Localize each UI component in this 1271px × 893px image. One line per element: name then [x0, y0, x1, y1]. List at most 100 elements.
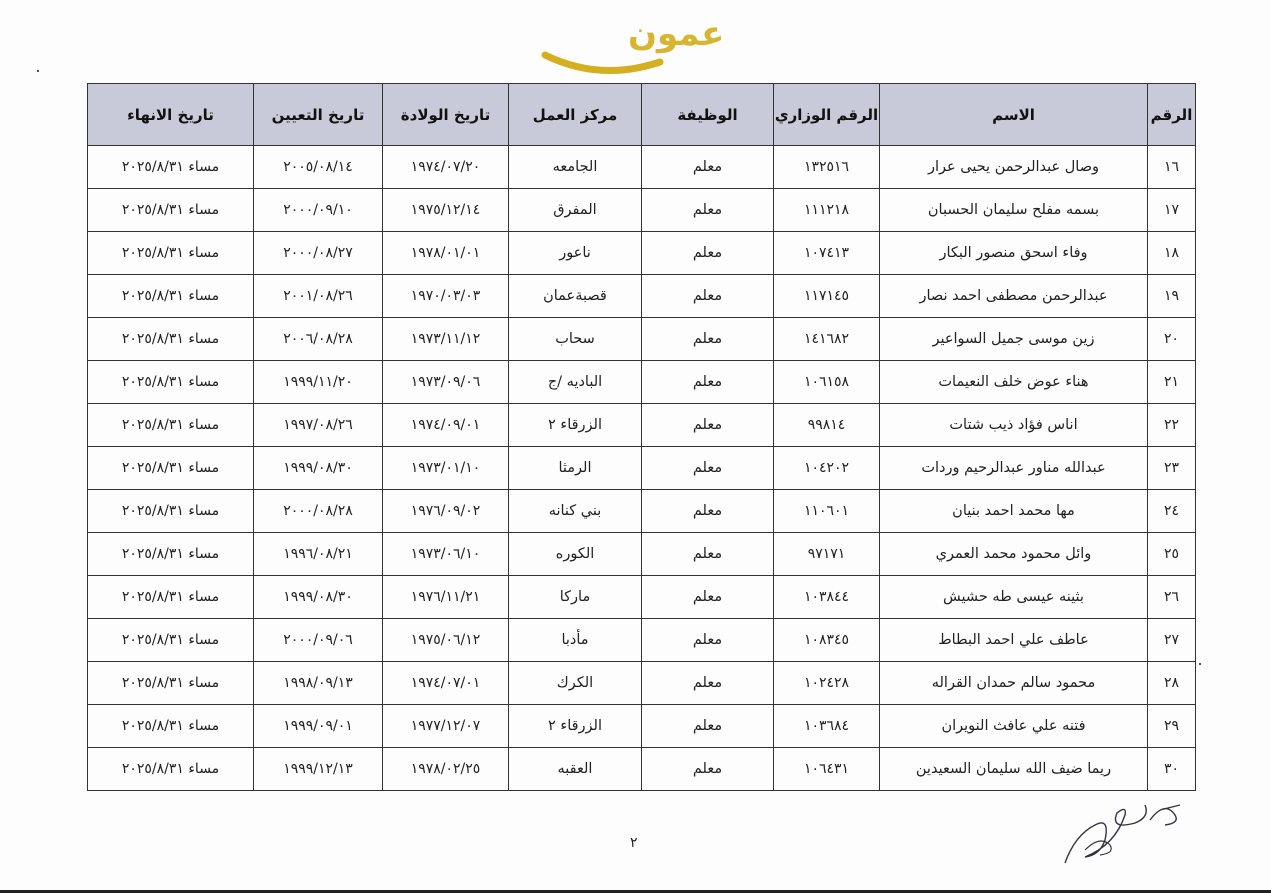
end-date: مساء ٢٠٢٥/٨/٣١: [87, 532, 254, 576]
job: معلم: [641, 532, 774, 576]
work-center: الكوره: [508, 532, 642, 576]
appointment-date: ١٩٩٦/٠٨/٢١: [253, 532, 383, 576]
end-date: مساء ٢٠٢٥/٨/٣١: [87, 618, 254, 662]
birth-date: ١٩٧٤/٠٩/٠١: [382, 403, 509, 447]
work-center: الكرك: [508, 661, 642, 705]
ministry-number: ١٣٢٥١٦: [773, 145, 880, 189]
row-number: ٢١: [1147, 360, 1196, 404]
job: معلم: [641, 446, 774, 490]
table-row: ١٧ بسمه مفلح سليمان الحسبان ١١١٢١٨ معلم المف…: [87, 188, 1196, 232]
work-center: ماركا: [508, 575, 642, 619]
employee-name: وصال عبدالرحمن يحيى عرار: [879, 145, 1148, 189]
appointment-date: ١٩٩٩/٠٩/٠١: [253, 704, 383, 748]
appointment-date: ١٩٩٧/٠٨/٢٦: [253, 403, 383, 447]
table-row: ٢٤ مها محمد احمد بنيان ١١٠٦٠١ معلم بني كنانه…: [87, 489, 1196, 533]
ministry-number: ١٠٣٨٤٤: [773, 575, 880, 619]
employee-name: وائل محمود محمد العمري: [879, 532, 1148, 576]
ministry-number: ١٠٤٢٠٢: [773, 446, 880, 490]
birth-date: ١٩٧٨/٠٢/٢٥: [382, 747, 509, 791]
ministry-number: ١٠٦٤٣١: [773, 747, 880, 791]
ministry-number: ١٤١٦٨٢: [773, 317, 880, 361]
end-date: مساء ٢٠٢٥/٨/٣١: [87, 704, 254, 748]
end-date: مساء ٢٠٢٥/٨/٣١: [87, 317, 254, 361]
work-center: بني كنانه: [508, 489, 642, 533]
appointment-date: ١٩٩٩/٠٨/٣٠: [253, 446, 383, 490]
appointment-date: ٢٠٠٠/٠٨/٢٧: [253, 231, 383, 275]
row-number: ٢٤: [1147, 489, 1196, 533]
job: معلم: [641, 747, 774, 791]
birth-date: ١٩٧٣/٠٩/٠٦: [382, 360, 509, 404]
employee-name: عبدالله مناور عبدالرحيم وردات: [879, 446, 1148, 490]
employee-name: ريما ضيف الله سليمان السعيدين: [879, 747, 1148, 791]
work-center: ناعور: [508, 231, 642, 275]
header-name: الاسم: [879, 83, 1148, 146]
header-birth-date: تاريخ الولادة: [382, 83, 509, 146]
header-ministry-number: الرقم الوزاري: [773, 83, 880, 146]
row-number: ٢٥: [1147, 532, 1196, 576]
header-number: الرقم: [1147, 83, 1196, 146]
table-row: ٢١ هناء عوض خلف النعيمات ١٠٦١٥٨ معلم الباديه…: [87, 360, 1196, 404]
ministry-number: ١٠٨٣٤٥: [773, 618, 880, 662]
end-date: مساء ٢٠٢٥/٨/٣١: [87, 661, 254, 705]
scan-speck: [37, 70, 39, 72]
header-appointment-date: تاريخ التعيين: [253, 83, 383, 146]
end-date: مساء ٢٠٢٥/٨/٣١: [87, 403, 254, 447]
employee-name: وفاء اسحق منصور البكار: [879, 231, 1148, 275]
end-date: مساء ٢٠٢٥/٨/٣١: [87, 575, 254, 619]
birth-date: ١٩٧٥/١٢/١٤: [382, 188, 509, 232]
appointment-date: ٢٠٠٥/٠٨/١٤: [253, 145, 383, 189]
table-row: ٢٧ عاطف علي احمد البطاط ١٠٨٣٤٥ معلم مأدبا ١٩٧…: [87, 618, 1196, 662]
ministry-number: ١١١٢١٨: [773, 188, 880, 232]
row-number: ١٦: [1147, 145, 1196, 189]
work-center: الرمثا: [508, 446, 642, 490]
job: معلم: [641, 274, 774, 318]
signature: [1064, 804, 1181, 864]
row-number: ٢٣: [1147, 446, 1196, 490]
row-number: ٢٢: [1147, 403, 1196, 447]
employee-name: بسمه مفلح سليمان الحسبان: [879, 188, 1148, 232]
scan-speck: [1199, 663, 1201, 665]
work-center: سحاب: [508, 317, 642, 361]
birth-date: ١٩٧٥/٠٦/١٢: [382, 618, 509, 662]
birth-date: ١٩٧٨/٠١/٠١: [382, 231, 509, 275]
ministry-number: ٩٧١٧١: [773, 532, 880, 576]
row-number: ٢٧: [1147, 618, 1196, 662]
birth-date: ١٩٧٠/٠٣/٠٣: [382, 274, 509, 318]
appointment-date: ٢٠٠٠/٠٩/٠٦: [253, 618, 383, 662]
job: معلم: [641, 188, 774, 232]
birth-date: ١٩٧٣/٠٦/١٠: [382, 532, 509, 576]
table-row: ٢٢ اناس فؤاد ذيب شتات ٩٩٨١٤ معلم الزرقاء ٢ ١٩…: [87, 403, 1196, 447]
employee-name: فتنه علي عافث النويران: [879, 704, 1148, 748]
table-row: ١٩ عبدالرحمن مصطفى احمد نصار ١١٧١٤٥ معلم قصب…: [87, 274, 1196, 318]
work-center: العقبه: [508, 747, 642, 791]
end-date: مساء ٢٠٢٥/٨/٣١: [87, 274, 254, 318]
table-row: ٢٠ زين موسى جميل السواعير ١٤١٦٨٢ معلم سحاب ١٩…: [87, 317, 1196, 361]
table-body: ١٦ وصال عبدالرحمن يحيى عرار ١٣٢٥١٦ معلم الجا…: [87, 145, 1196, 791]
work-center: قصبةعمان: [508, 274, 642, 318]
birth-date: ١٩٧٦/٠٩/٠٢: [382, 489, 509, 533]
job: معلم: [641, 489, 774, 533]
appointment-date: ١٩٩٨/٠٩/١٣: [253, 661, 383, 705]
row-number: ٢٠: [1147, 317, 1196, 361]
employee-name: مها محمد احمد بنيان: [879, 489, 1148, 533]
end-date: مساء ٢٠٢٥/٨/٣١: [87, 188, 254, 232]
job: معلم: [641, 661, 774, 705]
employee-name: محمود سالم حمدان القراله: [879, 661, 1148, 705]
ministry-number: ١١٠٦٠١: [773, 489, 880, 533]
appointment-date: ٢٠٠٦/٠٨/٢٨: [253, 317, 383, 361]
header-work-center: مركز العمل: [508, 83, 642, 146]
page-number: ٢: [630, 835, 638, 851]
employee-name: عاطف علي احمد البطاط: [879, 618, 1148, 662]
work-center: الزرقاء ٢: [508, 704, 642, 748]
end-date: مساء ٢٠٢٥/٨/٣١: [87, 145, 254, 189]
row-number: ٢٦: [1147, 575, 1196, 619]
table-row: ٣٠ ريما ضيف الله سليمان السعيدين ١٠٦٤٣١ معل…: [87, 747, 1196, 791]
table-row: ٢٩ فتنه علي عافث النويران ١٠٣٦٨٤ معلم الزرقا…: [87, 704, 1196, 748]
row-number: ٢٩: [1147, 704, 1196, 748]
end-date: مساء ٢٠٢٥/٨/٣١: [87, 747, 254, 791]
appointment-date: ٢٠٠١/٠٨/٢٦: [253, 274, 383, 318]
appointment-date: ٢٠٠٠/٠٩/١٠: [253, 188, 383, 232]
employee-name: عبدالرحمن مصطفى احمد نصار: [879, 274, 1148, 318]
birth-date: ١٩٧٦/١١/٢١: [382, 575, 509, 619]
employee-name: زين موسى جميل السواعير: [879, 317, 1148, 361]
